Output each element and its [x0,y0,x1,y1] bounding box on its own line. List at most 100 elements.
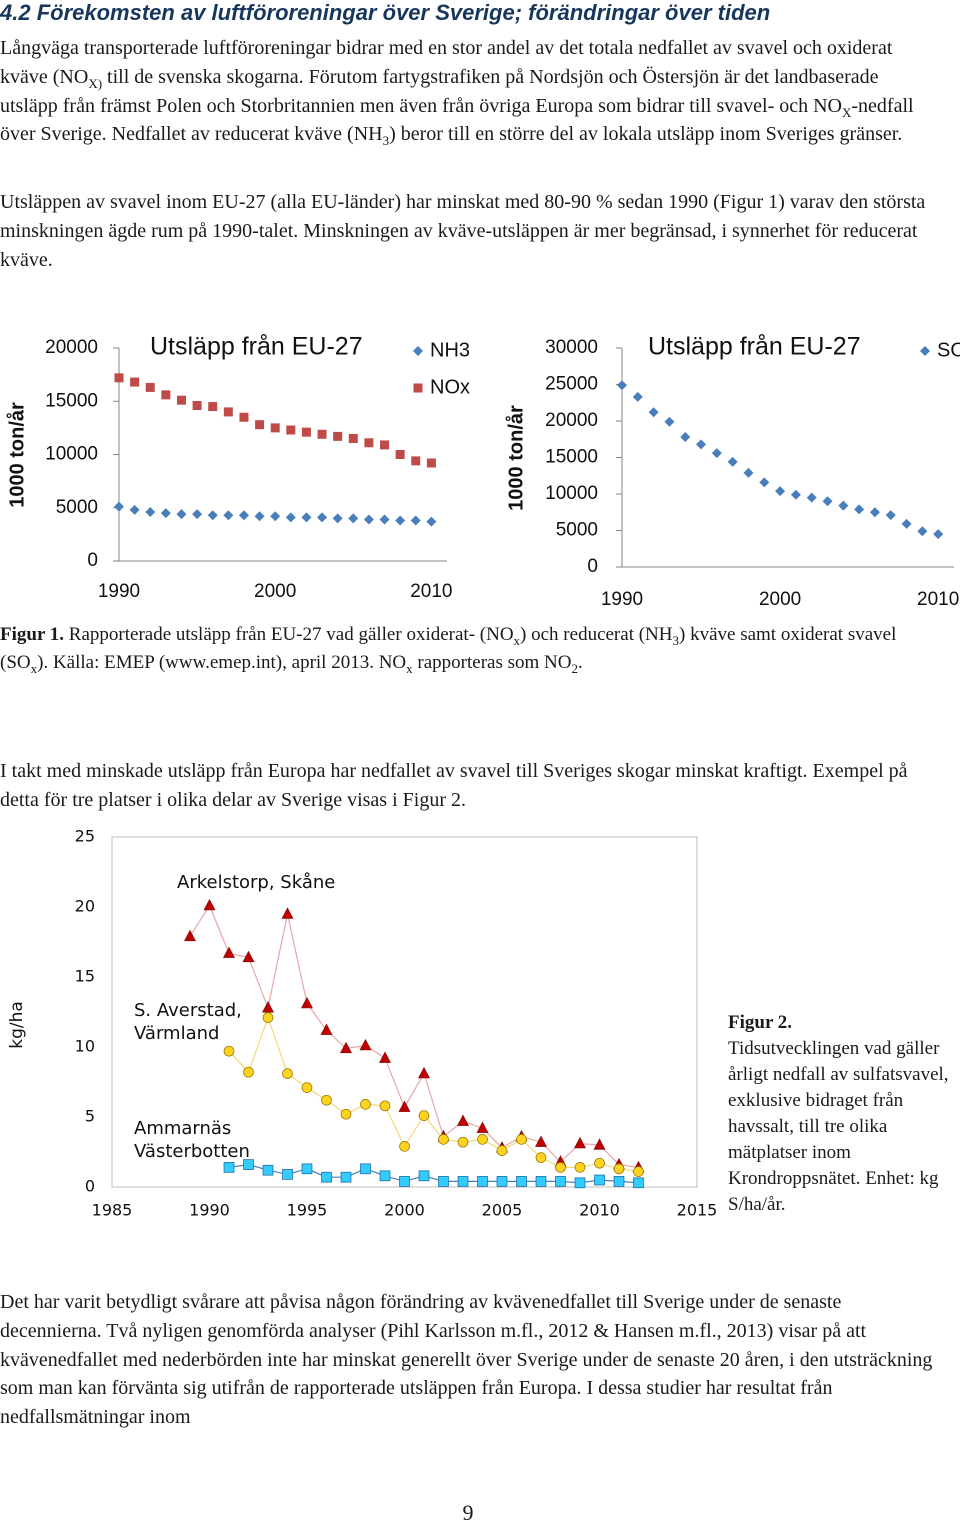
marker [239,412,249,422]
marker [438,1134,449,1145]
marker [379,514,390,525]
y-tick-label: 15000 [545,447,598,468]
y-tick-label: 0 [87,550,98,571]
marker [363,514,374,525]
text-run: Rapporterade utsläpp från EU-27 vad gäll… [64,624,514,645]
marker [594,1157,605,1169]
text-run: Utsläppen av svavel inom EU-27 (alla EU-… [0,191,926,271]
figure-1a: 0 5000 10000 15000 20000 1990 2000 2010 Utsläpp … [5,333,470,602]
y-tick-label: 20000 [45,337,98,358]
marker [838,500,849,511]
text-run: ) kväve samt oxiderat svavel (SO [0,624,897,673]
y-tick-label: 20000 [545,410,598,431]
marker [176,395,186,405]
paragraph: Det har varit betydligt svårare att påvi… [0,1288,935,1432]
marker [223,407,233,417]
marker [680,432,691,443]
marker [418,1110,430,1121]
bold-run: Figur 1. [0,624,65,645]
marker [380,440,390,450]
marker [411,456,421,466]
marker [933,529,944,540]
text-run: till de svenska skogarna. Förutom fartyg… [0,65,879,117]
marker [516,1176,527,1187]
legend-marker [920,346,930,356]
marker [255,420,265,430]
marker [633,1166,644,1177]
marker [617,380,627,391]
chart-title: Utsläpp från EU-27 [648,333,861,361]
text-run: rapporteras som NO [412,652,572,673]
x-tick-label: 1985 [92,1201,133,1220]
marker [129,504,140,515]
marker [790,489,801,500]
series-line [189,904,639,1168]
legend-label: NOx [430,376,470,398]
x-tick-label: 1990 [98,581,140,602]
marker [262,1001,274,1013]
marker [364,438,374,448]
marker [160,508,171,519]
y-tick-label: 20 [75,897,95,916]
series-line [228,1163,639,1184]
marker [438,1176,449,1187]
marker [593,1138,606,1150]
marker [114,501,124,512]
paragraph: Utsläppen av svavel inom EU-27 (alla EU-… [0,188,935,274]
marker [285,512,296,523]
marker [238,510,249,521]
marker [340,1041,352,1054]
text-run: Långväga transporterade luftföroreningar… [0,37,893,88]
x-tick-label: 2010 [917,589,959,610]
marker [410,515,421,526]
figure-caption: Figur 1. Rapporterade utsläpp från EU-27… [0,621,935,677]
marker [114,373,124,383]
marker [477,1134,488,1145]
text-run: I takt med minskade utsläpp från Europa … [0,760,908,811]
marker [535,1135,547,1147]
marker [360,1099,371,1110]
marker [477,1176,488,1187]
marker [759,477,770,488]
marker [632,391,643,402]
marker [286,425,296,435]
marker [192,509,203,520]
y-tick-label: 15000 [45,390,98,411]
text-run: . [577,652,583,673]
subscript: x [513,632,521,648]
marker [348,513,359,524]
marker [379,1051,391,1063]
y-tick-label: 30000 [545,337,598,358]
caption-text: Tidsutvecklingen vad gäller årligt nedfa… [728,1038,949,1215]
subscript: 3 [672,632,680,648]
marker [145,507,156,518]
figure-caption: Figur 2. Tidsutvecklingen vad gäller årl… [728,1010,960,1218]
marker [574,1177,586,1189]
marker [613,1176,625,1187]
y-tick-label: 5000 [56,497,98,518]
marker [516,1134,527,1145]
marker [242,950,255,963]
marker [145,382,155,392]
marker [203,898,216,911]
marker [270,423,280,433]
y-tick-label: 10 [75,1037,95,1056]
marker [379,1170,391,1182]
marker [418,1066,430,1079]
marker [223,1045,235,1057]
subscript: x [406,660,413,676]
plot-frame [111,836,698,1188]
figure-1b: 0 5000 10000 15000 20000 25000 30000 1990 2000 20… [504,333,960,610]
subscript: 2 [571,660,578,676]
marker [727,456,738,467]
marker [262,1164,274,1176]
legend-label: SOx [937,339,960,361]
y-axis-label: kg/ha [7,1001,27,1049]
marker [301,1163,313,1175]
y-tick-label: 5 [85,1107,95,1126]
x-tick-label: 2000 [254,581,296,602]
series-label: Arkelstorp, Skåne [177,872,336,893]
legend-marker [413,346,423,356]
x-tick-label: 1990 [601,589,643,610]
marker [476,1121,489,1133]
